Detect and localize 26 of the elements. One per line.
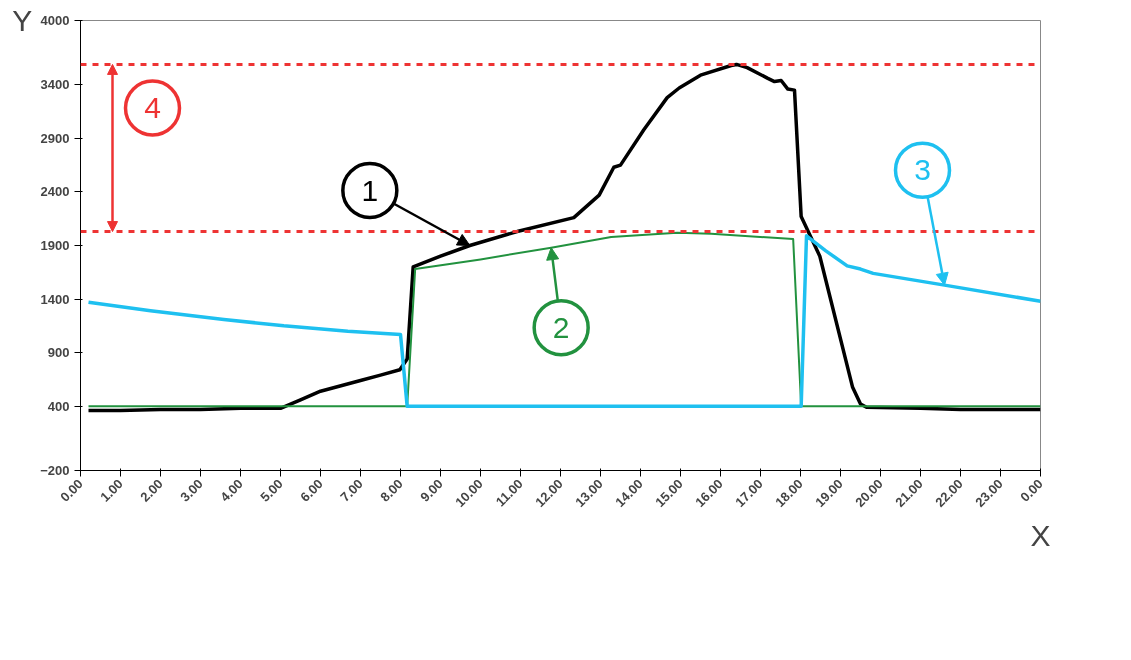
- x-tick-label: 8.00: [377, 476, 406, 505]
- x-tick-label: 3.00: [177, 476, 206, 505]
- x-tick-label: 6.00: [297, 476, 326, 505]
- x-tick-label: 9.00: [417, 476, 446, 505]
- y-tick-label: 400: [47, 398, 70, 414]
- y-tick-label: 2900: [40, 130, 70, 146]
- x-tick-label: 2.00: [137, 476, 166, 505]
- y-axis-title: Y: [12, 4, 33, 37]
- x-axis-title: X: [1030, 518, 1051, 552]
- x-tick-label: 1.00: [97, 476, 126, 505]
- y-tick-label: 3400: [40, 77, 70, 93]
- y-tick-label: −200: [40, 463, 70, 478]
- annotation: 4: [144, 91, 161, 124]
- y-tick-label: 4000: [40, 13, 70, 28]
- x-tick-label: 0.00: [1017, 476, 1046, 505]
- annotation: 2: [552, 310, 570, 344]
- x-tick-label: 0.00: [57, 476, 86, 505]
- y-tick-label: 900: [47, 345, 70, 361]
- annotation: 1: [361, 173, 379, 207]
- x-tick-label: 5.00: [257, 476, 286, 505]
- y-tick-label: 2400: [40, 184, 70, 200]
- annotation: 3: [914, 153, 931, 187]
- y-tick-label: 1400: [40, 291, 70, 307]
- y-tick-label: 1900: [40, 238, 70, 253]
- x-tick-label: 7.00: [337, 476, 366, 505]
- x-tick-label: 4.00: [217, 476, 246, 505]
